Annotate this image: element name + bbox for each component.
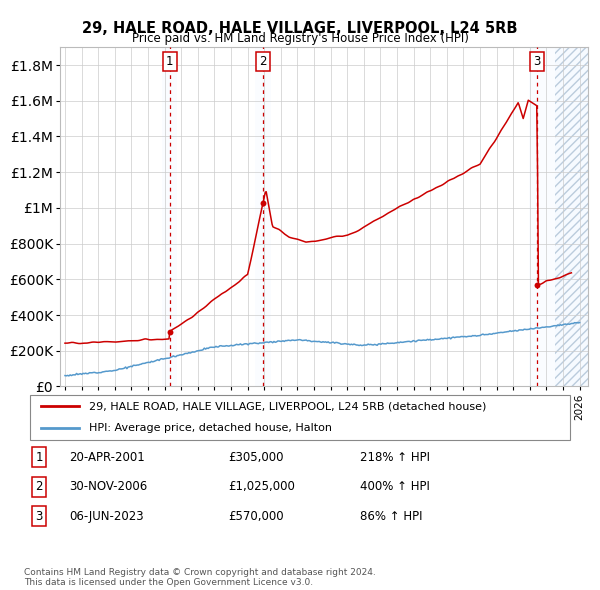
Point <box>532 280 542 290</box>
Bar <box>529 47 555 386</box>
Text: Price paid vs. HM Land Registry's House Price Index (HPI): Price paid vs. HM Land Registry's House … <box>131 32 469 45</box>
Point <box>165 327 175 337</box>
Text: 30-NOV-2006: 30-NOV-2006 <box>69 480 147 493</box>
Bar <box>555 47 588 386</box>
Text: 06-JUN-2023: 06-JUN-2023 <box>69 510 143 523</box>
Text: 29, HALE ROAD, HALE VILLAGE, LIVERPOOL, L24 5RB: 29, HALE ROAD, HALE VILLAGE, LIVERPOOL, … <box>82 21 518 35</box>
Bar <box>254 47 271 386</box>
Point <box>258 199 268 208</box>
Text: 400% ↑ HPI: 400% ↑ HPI <box>360 480 430 493</box>
Bar <box>555 47 588 386</box>
Text: HPI: Average price, detached house, Halton: HPI: Average price, detached house, Halt… <box>89 424 332 434</box>
Text: 218% ↑ HPI: 218% ↑ HPI <box>360 451 430 464</box>
FancyBboxPatch shape <box>30 395 570 440</box>
Text: £570,000: £570,000 <box>228 510 284 523</box>
Text: 86% ↑ HPI: 86% ↑ HPI <box>360 510 422 523</box>
Text: 1: 1 <box>166 55 173 68</box>
Bar <box>162 47 177 386</box>
Text: Contains HM Land Registry data © Crown copyright and database right 2024.
This d: Contains HM Land Registry data © Crown c… <box>24 568 376 587</box>
Text: 3: 3 <box>533 55 541 68</box>
Text: £1,025,000: £1,025,000 <box>228 480 295 493</box>
Text: 20-APR-2001: 20-APR-2001 <box>69 451 145 464</box>
Text: 29, HALE ROAD, HALE VILLAGE, LIVERPOOL, L24 5RB (detached house): 29, HALE ROAD, HALE VILLAGE, LIVERPOOL, … <box>89 401 487 411</box>
Text: 2: 2 <box>35 480 43 493</box>
Text: 3: 3 <box>35 510 43 523</box>
Text: 1: 1 <box>35 451 43 464</box>
Text: 2: 2 <box>259 55 266 68</box>
Text: £305,000: £305,000 <box>228 451 284 464</box>
